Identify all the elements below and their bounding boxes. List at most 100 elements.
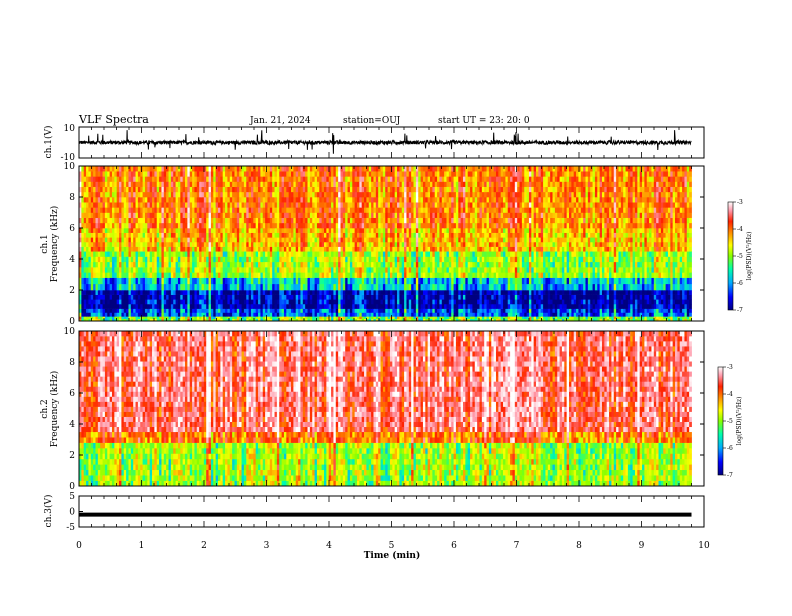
spectrogram-cell	[215, 294, 219, 300]
spectrogram-cell	[338, 294, 341, 300]
spectrogram-cell	[250, 272, 254, 278]
spectrogram-cell	[326, 299, 330, 305]
spectrogram-cell	[210, 277, 214, 285]
spectrogram-cell	[81, 228, 85, 233]
spectrogram-cell	[196, 303, 200, 309]
spectrogram-cell	[380, 251, 384, 257]
spectrogram-cell	[387, 318, 391, 322]
spectrogram-cell	[462, 308, 466, 313]
spectrogram-cell	[79, 299, 82, 305]
spectrogram-cell	[316, 256, 320, 263]
spectrogram-cell	[540, 312, 544, 317]
spectrogram-cell	[401, 294, 405, 300]
spectrogram-cell	[107, 277, 111, 285]
spectrogram-cell	[505, 261, 509, 268]
spectrogram-cell	[170, 241, 174, 247]
spectrogram-cell	[677, 251, 681, 257]
spectrogram-cell	[453, 272, 457, 278]
spectrogram-cell	[604, 272, 608, 278]
spectrogram-cell	[552, 299, 556, 305]
spectrogram-cell	[531, 318, 535, 322]
spectrogram-cell	[453, 290, 457, 295]
spectrogram-cell	[260, 312, 264, 317]
spectrogram-cell	[531, 232, 535, 238]
spectrogram-cell	[307, 299, 311, 305]
spectrogram-cell	[342, 316, 346, 319]
spectrogram-cell	[618, 267, 622, 273]
spectrogram-cell	[538, 308, 542, 313]
spectrogram-cell	[248, 272, 252, 278]
spectrogram-cell	[324, 303, 327, 309]
spectrogram-cell	[533, 283, 537, 291]
spectrogram-cell	[288, 237, 292, 243]
spectrogram-cell	[543, 232, 546, 238]
spectrogram-cell	[302, 283, 306, 291]
spectrogram-cell	[389, 283, 393, 291]
spectrogram-cell	[411, 261, 414, 268]
spectrogram-cell	[594, 277, 598, 285]
spectrogram-cell	[116, 237, 120, 243]
spectrogram-cell	[163, 318, 167, 322]
spectrogram-cell	[604, 251, 608, 257]
spectrogram-cell	[632, 303, 636, 309]
spectrogram-cell	[472, 261, 476, 268]
spectrogram-cell	[288, 261, 292, 268]
spectrogram-cell	[335, 272, 339, 278]
spectrogram-cell	[286, 237, 290, 243]
spectrogram-cell	[538, 283, 542, 291]
spectrogram-cell	[199, 251, 202, 257]
spectrogram-cell	[462, 277, 466, 285]
spectrogram-cell	[258, 312, 261, 317]
spectrogram-cell	[258, 256, 261, 263]
spectrogram-cell	[547, 237, 551, 243]
spectrogram-cell	[364, 312, 367, 317]
spectrogram-cell	[260, 283, 264, 291]
spectrogram-cell	[222, 272, 226, 278]
spectrogram-cell	[493, 294, 497, 300]
spectrogram-cell	[187, 246, 191, 252]
spectrogram-cell	[547, 232, 551, 238]
spectrogram-cell	[531, 241, 535, 247]
spectrogram-cell	[373, 246, 377, 252]
spectrogram-cell	[569, 241, 572, 247]
spectrogram-cell	[295, 283, 299, 291]
spectrogram-cell	[321, 299, 325, 305]
spectrogram-cell	[283, 290, 287, 295]
spectrogram-cell	[227, 232, 231, 238]
spectrogram-cell	[531, 290, 535, 295]
spectrogram-cell	[677, 272, 681, 278]
spectrogram-cell	[493, 241, 497, 247]
spectrogram-cell	[173, 303, 176, 309]
spectrogram-cell	[587, 267, 591, 273]
spectrogram-cell	[123, 251, 127, 257]
spectrogram-cell	[307, 318, 311, 322]
spectrogram-cell	[686, 308, 690, 313]
spectrogram-cell	[234, 294, 238, 300]
spectrogram-cell	[448, 303, 452, 309]
spectrogram-cell	[338, 237, 341, 243]
spectrogram-cell	[597, 267, 601, 273]
spectrogram-cell	[578, 308, 582, 313]
spectrogram-cell	[606, 241, 610, 247]
spectrogram-cell	[324, 308, 327, 313]
spectrogram-cell	[672, 294, 676, 300]
spectrogram-cell	[422, 267, 426, 273]
spectrogram-cell	[276, 241, 280, 247]
spectrogram-cell	[559, 261, 563, 268]
spectrogram-cell	[359, 312, 363, 317]
spectrogram-cell	[163, 267, 167, 273]
spectrogram-cell	[241, 272, 245, 278]
spectrogram-cell	[545, 246, 549, 252]
spectrogram-cell	[152, 283, 155, 291]
spectrogram-cell	[594, 303, 598, 309]
spectrogram-cell	[557, 294, 560, 300]
spectrogram-cell	[552, 277, 556, 285]
spectrogram-cell	[368, 318, 372, 322]
spectrogram-cell	[609, 272, 612, 278]
spectrogram-cell	[479, 272, 483, 278]
spectrogram-cell	[121, 261, 125, 268]
spectrogram-cell	[380, 318, 384, 322]
spectrogram-cell	[326, 232, 330, 238]
spectrogram-cell	[689, 299, 692, 305]
spectrogram-cell	[119, 290, 122, 295]
